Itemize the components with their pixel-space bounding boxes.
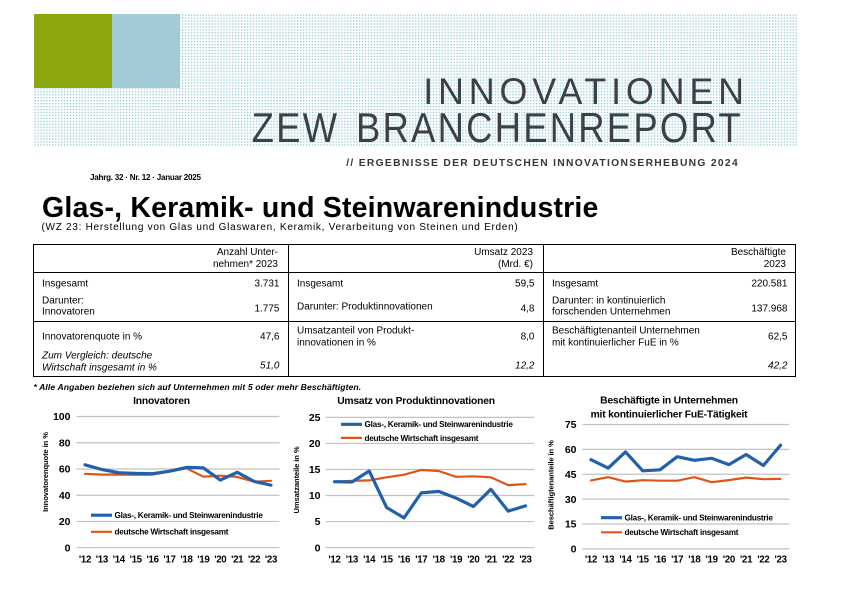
svg-text:'18: '18 — [180, 554, 193, 565]
svg-text:45: 45 — [565, 469, 577, 481]
svg-text:Beschäftigte in Unternehmen: Beschäftigte in Unternehmen — [600, 396, 738, 407]
svg-text:mit kontinuierlicher FuE-Tätig: mit kontinuierlicher FuE-Tätigkeit — [591, 410, 749, 421]
svg-text:30: 30 — [565, 494, 577, 506]
svg-text:'16: '16 — [654, 554, 667, 565]
svg-text:'22: '22 — [502, 554, 514, 565]
svg-text:0: 0 — [315, 542, 321, 554]
svg-text:75: 75 — [565, 419, 577, 431]
svg-text:40: 40 — [59, 490, 71, 502]
svg-text:'15: '15 — [381, 554, 394, 565]
svg-text:'14: '14 — [113, 554, 126, 565]
svg-text:Innovatorenquote in %: Innovatorenquote in % — [41, 432, 50, 512]
svg-text:'13: '13 — [346, 554, 359, 565]
svg-text:0: 0 — [571, 544, 577, 556]
svg-text:'23: '23 — [519, 554, 532, 565]
svg-text:'21: '21 — [231, 554, 244, 565]
svg-text:25: 25 — [309, 412, 321, 424]
svg-text:'21: '21 — [485, 554, 498, 565]
svg-text:'12: '12 — [328, 554, 340, 565]
svg-text:10: 10 — [309, 490, 321, 502]
svg-text:'13: '13 — [602, 554, 615, 565]
svg-text:Beschäftigtenanteile in %: Beschäftigtenanteile in % — [547, 440, 556, 530]
svg-text:'21: '21 — [740, 554, 753, 565]
svg-text:Umsatzanteile in %: Umsatzanteile in % — [292, 446, 301, 513]
svg-text:'19: '19 — [706, 554, 719, 565]
svg-text:Glas-, Keramik- und Steinwaren: Glas-, Keramik- und Steinwarenindustrie — [115, 511, 264, 520]
svg-text:60: 60 — [565, 444, 577, 456]
svg-text:Glas-, Keramik- und Steinwaren: Glas-, Keramik- und Steinwarenindustrie — [625, 514, 774, 523]
svg-text:Glas-, Keramik- und Steinwaren: Glas-, Keramik- und Steinwarenindustrie — [365, 420, 514, 429]
svg-text:'17: '17 — [163, 554, 175, 565]
svg-text:'18: '18 — [688, 554, 701, 565]
svg-text:'12: '12 — [585, 554, 597, 565]
svg-text:Umsatz von Produktinnovationen: Umsatz von Produktinnovationen — [337, 396, 495, 407]
svg-text:'19: '19 — [450, 554, 463, 565]
svg-text:5: 5 — [315, 516, 321, 528]
svg-text:deutsche Wirtschaft insgesamt: deutsche Wirtschaft insgesamt — [365, 434, 479, 443]
svg-text:'19: '19 — [197, 554, 210, 565]
svg-text:'14: '14 — [619, 554, 632, 565]
svg-text:'15: '15 — [130, 554, 143, 565]
svg-text:15: 15 — [309, 464, 321, 476]
svg-text:'12: '12 — [79, 554, 91, 565]
svg-text:60: 60 — [59, 464, 71, 476]
svg-text:15: 15 — [565, 519, 577, 531]
svg-text:'15: '15 — [637, 554, 650, 565]
svg-text:'20: '20 — [723, 554, 735, 565]
svg-text:'23: '23 — [265, 554, 278, 565]
svg-text:'18: '18 — [433, 554, 446, 565]
svg-text:'17: '17 — [415, 554, 427, 565]
svg-text:'23: '23 — [775, 554, 788, 565]
svg-text:20: 20 — [309, 438, 321, 450]
svg-text:'17: '17 — [671, 554, 683, 565]
svg-text:100: 100 — [53, 411, 71, 423]
svg-text:'22: '22 — [248, 554, 260, 565]
svg-text:'13: '13 — [96, 554, 109, 565]
svg-text:'20: '20 — [214, 554, 226, 565]
svg-text:80: 80 — [59, 437, 71, 449]
svg-text:'16: '16 — [398, 554, 411, 565]
svg-text:20: 20 — [59, 516, 71, 528]
svg-text:deutsche Wirtschaft insgesamt: deutsche Wirtschaft insgesamt — [115, 528, 229, 537]
svg-text:'22: '22 — [757, 554, 769, 565]
svg-text:'20: '20 — [467, 554, 479, 565]
svg-text:0: 0 — [65, 542, 71, 554]
svg-text:'14: '14 — [363, 554, 376, 565]
svg-text:'16: '16 — [147, 554, 160, 565]
svg-text:Innovatoren: Innovatoren — [133, 396, 190, 407]
svg-text:deutsche Wirtschaft insgesamt: deutsche Wirtschaft insgesamt — [625, 528, 739, 537]
